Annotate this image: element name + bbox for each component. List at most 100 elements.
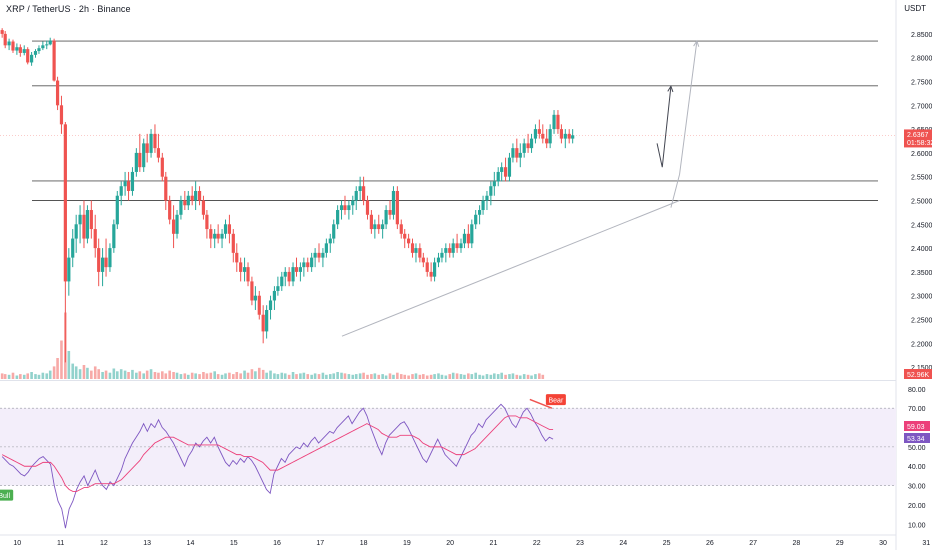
volume-bar bbox=[116, 371, 119, 379]
candle-body bbox=[559, 129, 564, 139]
time-axis-tick: 26 bbox=[706, 540, 714, 547]
volume-bar bbox=[522, 374, 526, 379]
candle-body bbox=[492, 181, 496, 187]
candle-body bbox=[399, 224, 403, 234]
candle-body bbox=[298, 267, 302, 272]
volume-bar bbox=[164, 373, 168, 379]
candle-body bbox=[391, 190, 396, 215]
volume-bar bbox=[216, 374, 220, 379]
candle-body bbox=[432, 262, 437, 277]
volume-bar bbox=[86, 367, 89, 379]
candle-body bbox=[347, 205, 351, 211]
candle-body bbox=[41, 45, 45, 49]
price-axis-tick: 2.3000 bbox=[911, 294, 932, 301]
rsi-ma-value-tag bbox=[904, 421, 930, 431]
candle-body bbox=[97, 248, 101, 272]
volume-bar bbox=[478, 374, 481, 379]
time-axis-tick: 25 bbox=[663, 540, 671, 547]
candle-body bbox=[213, 233, 217, 239]
candle-body bbox=[7, 41, 11, 46]
candle-body bbox=[52, 40, 56, 81]
volume-bar bbox=[56, 358, 59, 379]
volume-bar bbox=[302, 372, 306, 379]
candle-body bbox=[548, 129, 552, 144]
candle-body bbox=[82, 214, 86, 239]
rsi-value: 53.34 bbox=[907, 436, 925, 443]
volume-bar bbox=[127, 372, 130, 379]
volume-bar bbox=[317, 374, 321, 379]
volume-bar bbox=[325, 374, 328, 379]
candle-body bbox=[358, 186, 362, 191]
candle-body bbox=[440, 252, 444, 258]
candle-body bbox=[466, 233, 470, 244]
candle-body bbox=[0, 30, 4, 34]
volume-bar bbox=[250, 369, 254, 379]
candle-body bbox=[18, 47, 22, 53]
volume-bar bbox=[347, 374, 351, 379]
volume-bar bbox=[496, 374, 500, 379]
volume-bar bbox=[283, 373, 287, 379]
time-axis-tick: 15 bbox=[230, 540, 238, 547]
candle-body bbox=[37, 48, 41, 52]
candle-body bbox=[545, 138, 549, 144]
candle-body bbox=[48, 40, 52, 45]
time-axis-tick: 27 bbox=[749, 540, 757, 547]
volume-bar bbox=[48, 370, 52, 379]
candle-body bbox=[283, 271, 287, 277]
volume-bar bbox=[41, 372, 45, 379]
candle-body bbox=[280, 276, 284, 287]
candle-body bbox=[563, 133, 567, 139]
volume-bar bbox=[321, 372, 325, 379]
volume-bar bbox=[0, 373, 4, 379]
volume-bar bbox=[366, 374, 369, 379]
time-axis-tick: 12 bbox=[100, 540, 108, 547]
candle-body bbox=[518, 152, 522, 158]
candle-body bbox=[361, 186, 366, 201]
candle-countdown: 01:58:32 bbox=[907, 140, 932, 147]
volume-bar bbox=[123, 370, 127, 379]
ascending-trendline bbox=[341, 200, 680, 337]
volume-bar bbox=[306, 374, 310, 379]
candle-body bbox=[418, 248, 422, 258]
candle-body bbox=[142, 143, 146, 168]
volume-bar bbox=[198, 374, 201, 379]
volume-bar bbox=[381, 374, 384, 379]
candle-body bbox=[503, 167, 508, 177]
volume-bar bbox=[104, 370, 108, 379]
volume-bar bbox=[280, 372, 284, 379]
price-axis-tick: 2.7000 bbox=[911, 103, 932, 110]
volume-bar bbox=[377, 374, 381, 379]
time-axis-tick: 18 bbox=[360, 540, 368, 547]
candle-body bbox=[100, 257, 105, 272]
candle-body bbox=[403, 233, 407, 239]
candle-body bbox=[59, 105, 64, 125]
volume-bar bbox=[11, 372, 15, 379]
candle-body bbox=[407, 238, 411, 244]
volume-bar bbox=[508, 374, 511, 379]
candle-body bbox=[500, 167, 504, 172]
volume-bar bbox=[373, 373, 377, 379]
candle-body bbox=[377, 224, 381, 230]
volume-bar bbox=[3, 374, 7, 379]
volume-bar bbox=[190, 372, 194, 379]
candle-body bbox=[33, 51, 38, 55]
candle-body bbox=[15, 47, 19, 51]
candle-body bbox=[507, 157, 512, 177]
rsi-axis-tick: 40.00 bbox=[908, 464, 926, 471]
candle-body bbox=[336, 210, 340, 225]
candle-body bbox=[529, 138, 534, 149]
candle-body bbox=[522, 143, 526, 153]
candle-body bbox=[67, 257, 71, 282]
volume-bar bbox=[213, 371, 216, 379]
candle-body bbox=[216, 233, 220, 239]
candle-body bbox=[89, 210, 93, 230]
candle-body bbox=[485, 195, 489, 201]
candle-body bbox=[153, 133, 157, 149]
volume-bar bbox=[186, 374, 190, 379]
candle-body bbox=[354, 190, 358, 201]
price-axis-tick: 2.2000 bbox=[911, 341, 932, 348]
volume-bar bbox=[90, 370, 93, 379]
volume-bar bbox=[273, 373, 276, 379]
candle-body bbox=[496, 171, 500, 182]
